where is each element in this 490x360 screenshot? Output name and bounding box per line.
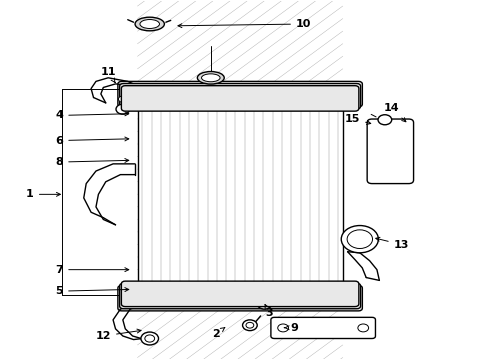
Text: 15: 15 [345, 114, 371, 125]
Circle shape [145, 335, 155, 342]
Text: 3: 3 [265, 305, 273, 318]
Text: 8: 8 [55, 157, 129, 167]
FancyBboxPatch shape [118, 285, 363, 311]
Text: 11: 11 [100, 67, 116, 83]
Circle shape [116, 104, 130, 114]
Circle shape [243, 320, 257, 330]
Text: 13: 13 [376, 237, 409, 249]
Text: 10: 10 [178, 19, 311, 29]
Circle shape [347, 230, 372, 248]
FancyBboxPatch shape [120, 84, 361, 109]
Text: 14: 14 [384, 103, 406, 122]
Circle shape [378, 115, 392, 125]
Circle shape [278, 324, 289, 332]
Text: 9: 9 [284, 323, 298, 333]
Circle shape [119, 96, 127, 102]
FancyBboxPatch shape [120, 283, 361, 309]
FancyBboxPatch shape [122, 86, 359, 111]
Bar [138, 94, 343, 295]
Text: 12: 12 [96, 329, 141, 341]
Ellipse shape [201, 74, 220, 82]
FancyBboxPatch shape [271, 318, 375, 338]
Ellipse shape [140, 19, 159, 28]
Circle shape [246, 322, 254, 328]
Ellipse shape [135, 17, 164, 31]
Text: 4: 4 [55, 111, 129, 121]
FancyBboxPatch shape [118, 81, 363, 107]
Circle shape [261, 301, 269, 307]
Ellipse shape [197, 72, 224, 84]
Circle shape [257, 298, 272, 309]
Text: 2: 2 [212, 328, 225, 339]
Text: 5: 5 [55, 286, 129, 296]
Circle shape [358, 324, 368, 332]
Text: 6: 6 [55, 136, 129, 145]
FancyBboxPatch shape [122, 281, 359, 307]
Text: 1: 1 [26, 189, 60, 199]
Circle shape [141, 332, 159, 345]
Circle shape [341, 226, 378, 253]
Text: 7: 7 [55, 265, 129, 275]
FancyBboxPatch shape [367, 119, 414, 184]
